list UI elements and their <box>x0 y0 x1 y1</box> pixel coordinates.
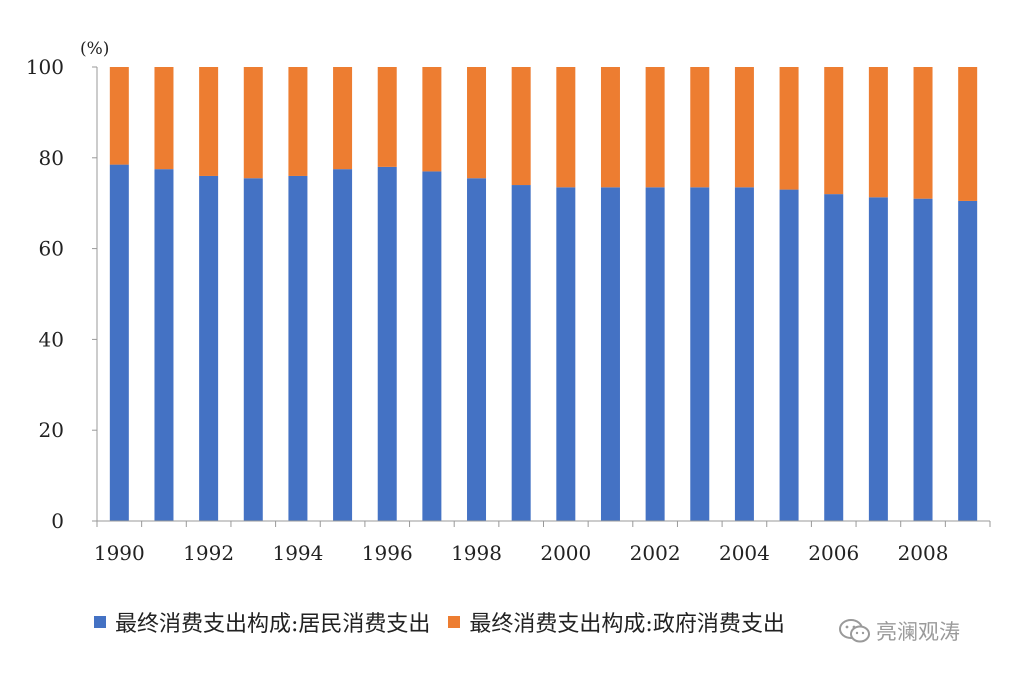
y-tick-label: 40 <box>39 327 64 351</box>
bar-household <box>734 187 754 521</box>
bar-household <box>243 178 263 522</box>
x-tick-label: 1996 <box>362 541 413 565</box>
bar-government <box>913 67 933 199</box>
x-axis: 1990 1992 1994 1996 1998 2000 2002 2004 2006 2008 <box>94 520 991 565</box>
y-axis: 0 20 40 60 80 100 <box>26 55 98 533</box>
bar-government <box>511 67 531 186</box>
x-tick-label: 2006 <box>808 541 859 565</box>
bar-government <box>645 67 665 188</box>
bar-government <box>377 67 397 167</box>
bar-government <box>109 67 129 165</box>
bar-household <box>422 171 442 522</box>
legend-swatch-household <box>94 616 106 628</box>
legend-label-household: 最终消费支出构成:居民消费支出 <box>115 612 431 637</box>
x-tick-label: 1992 <box>183 541 234 565</box>
bar-government <box>154 67 174 170</box>
bar-household <box>199 175 219 521</box>
bar-household <box>109 164 129 522</box>
y-tick-label: 80 <box>39 146 64 170</box>
y-tick-label: 100 <box>26 55 64 79</box>
legend-item-household: 最终消费支出构成:居民消费支出 <box>94 606 430 638</box>
y-tick-label: 20 <box>39 418 64 442</box>
bar-household <box>600 187 620 521</box>
bar-household <box>467 178 487 522</box>
bar-government <box>600 67 620 188</box>
bar-government <box>467 67 487 179</box>
watermark-text: 亮澜观涛 <box>876 620 960 644</box>
bar-household <box>154 169 174 521</box>
bar-government <box>243 67 263 179</box>
x-tick-label: 2004 <box>719 541 770 565</box>
x-tick-label: 1994 <box>272 541 323 565</box>
x-tick-label: 2002 <box>630 541 681 565</box>
bar-household <box>913 198 933 521</box>
x-tick-label: 2000 <box>540 541 591 565</box>
y-tick-label: 60 <box>39 237 64 261</box>
wechat-icon <box>839 619 870 643</box>
bar-government <box>734 67 754 188</box>
bar-government <box>333 67 353 170</box>
bar-household <box>377 166 397 521</box>
bar-government <box>422 67 442 172</box>
bar-household <box>645 187 665 521</box>
x-tick-label: 1990 <box>94 541 145 565</box>
watermark: 亮澜观涛 <box>838 616 960 646</box>
x-tick-label: 1998 <box>451 541 502 565</box>
bar-government <box>958 67 978 201</box>
bar-household <box>824 194 844 521</box>
bar-household <box>690 187 710 521</box>
bar-government <box>779 67 799 190</box>
bar-government <box>199 67 219 176</box>
bars <box>109 67 978 522</box>
bar-government <box>288 67 308 176</box>
bar-government <box>556 67 576 188</box>
legend-label-government: 最终消费支出构成:政府消费支出 <box>469 612 785 637</box>
legend-swatch-government <box>448 616 461 628</box>
bar-household <box>333 169 353 521</box>
bar-government <box>824 67 844 195</box>
stacked-bar-chart: 0 20 40 60 80 100 1990 1992 1994 1996 1998 2000 200… <box>26 39 991 565</box>
bar-household <box>868 197 888 521</box>
legend: 最终消费支出构成:居民消费支出 最终消费支出构成:政府消费支出 <box>94 606 803 638</box>
y-unit-label: (%) <box>80 39 109 59</box>
bar-household <box>288 175 308 521</box>
bar-household <box>958 200 978 521</box>
bar-government <box>690 67 710 188</box>
bar-household <box>779 189 799 521</box>
bar-household <box>511 185 531 522</box>
x-tick-label: 2008 <box>898 541 949 565</box>
bar-household <box>556 187 576 521</box>
bar-government <box>868 67 888 198</box>
legend-item-government: 最终消费支出构成:政府消费支出 <box>448 606 785 638</box>
y-tick-label: 0 <box>51 509 64 533</box>
